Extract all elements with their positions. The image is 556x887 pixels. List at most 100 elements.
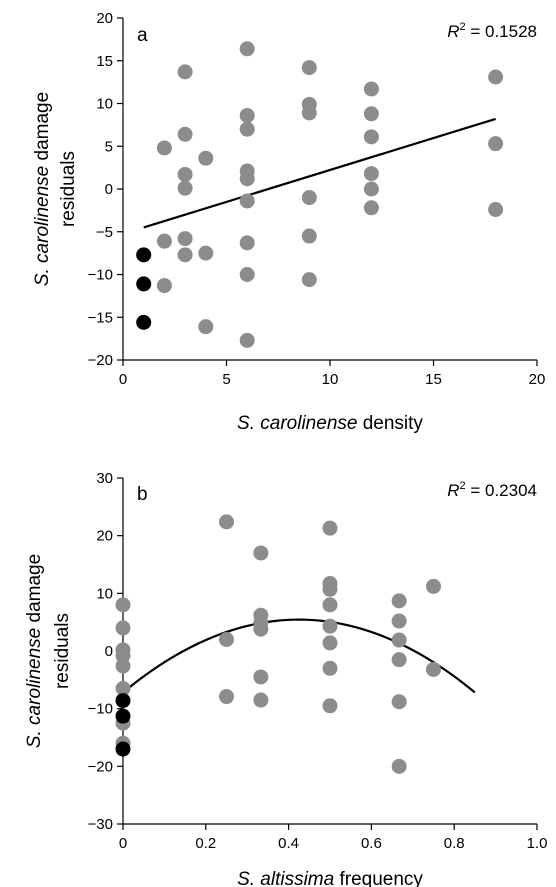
panel-b: −30 −20 −10 0 10 20 30 0 0.2 0.4 0.6 0.8 1.0 S. altis…	[24, 470, 547, 887]
y-axis-label-italic: S. carolinense	[24, 628, 45, 748]
data-point-gray	[115, 658, 131, 674]
data-point-gray	[198, 245, 214, 261]
data-point-gray	[391, 758, 407, 774]
data-point-gray	[363, 81, 379, 97]
data-point-gray	[219, 514, 234, 530]
x-axis-label-italic: S. carolinense	[237, 413, 357, 434]
data-point-gray	[488, 202, 504, 218]
y-tick-label: 20	[96, 10, 113, 27]
x-tick-label: 15	[425, 371, 442, 388]
data-point-gray	[363, 106, 379, 122]
y-tick-label: −15	[88, 309, 113, 326]
data-point-gray	[219, 631, 234, 647]
data-point-gray	[239, 107, 255, 123]
y-tick-label: 0	[105, 643, 113, 660]
data-point-gray	[177, 247, 193, 263]
data-point-gray	[322, 597, 338, 613]
r-squared-annotation: R2 = 0.1528	[447, 21, 537, 41]
data-point-gray	[115, 680, 131, 696]
regression-line	[143, 117, 496, 229]
x-tick-label: 0.8	[444, 835, 465, 852]
x-axis-label-rest: frequency	[334, 869, 423, 887]
data-point-gray	[253, 621, 269, 637]
data-point-gray	[426, 661, 441, 677]
panel-a: −20 −15 −10 −5 0 5 10 15 20 0 5 10 15 20 S. carolinens…	[32, 10, 545, 434]
data-point-gray	[322, 520, 338, 536]
data-point-gray	[253, 669, 269, 685]
x-tick-label: 0.2	[195, 835, 216, 852]
x-tick-label: 0	[119, 835, 127, 852]
y-tick-label: 5	[105, 138, 113, 155]
x-tick-label: 0.4	[278, 835, 299, 852]
data-point-gray	[322, 618, 338, 634]
y-tick-label: −20	[88, 352, 113, 369]
data-point-gray	[322, 581, 338, 597]
data-point-black	[136, 314, 152, 330]
x-axis-label: S. carolinense density	[237, 413, 423, 434]
data-point-gray	[198, 150, 214, 166]
data-point-gray	[219, 689, 234, 705]
data-point-gray	[301, 105, 317, 121]
y-tick-label: 0	[105, 181, 113, 198]
r-squared-symbol: R	[447, 481, 459, 500]
x-tick-label: 10	[322, 371, 339, 388]
y-tick-label: −10	[88, 267, 113, 284]
r-squared-annotation: R2 = 0.2304	[447, 480, 537, 500]
data-point-gray	[253, 692, 269, 708]
data-point-gray	[391, 613, 407, 629]
data-point-gray	[115, 620, 131, 636]
data-point-gray	[239, 193, 255, 209]
data-point-gray	[301, 228, 317, 244]
data-point-black	[115, 693, 131, 709]
data-point-gray	[426, 578, 441, 594]
data-point-gray	[239, 121, 255, 137]
y-tick-label: 10	[96, 585, 113, 602]
x-axis-label-rest: density	[357, 413, 423, 434]
x-tick-label: 1.0	[527, 835, 548, 852]
x-tick-label: 0.6	[361, 835, 382, 852]
x-tick-label: 0	[119, 371, 127, 388]
data-point-gray	[391, 652, 407, 668]
panel-letter: b	[137, 484, 148, 505]
y-axis-label-rest: damage	[24, 554, 45, 628]
data-point-gray	[363, 166, 379, 182]
y-axis-label-italic: S. carolinense	[32, 166, 53, 286]
data-point-black	[115, 741, 131, 757]
data-point-gray	[363, 129, 379, 145]
y-tick-label: 15	[96, 53, 113, 70]
data-point-gray	[115, 597, 131, 613]
r-squared-exponent: 2	[460, 21, 466, 33]
regression-curve	[122, 618, 476, 694]
y-axis-label-rest: damage	[32, 92, 53, 166]
data-point-gray	[391, 632, 407, 648]
data-point-gray	[239, 235, 255, 251]
data-point-gray	[177, 180, 193, 196]
data-point-gray	[301, 272, 317, 288]
data-point-gray	[177, 64, 193, 80]
data-point-gray	[239, 171, 255, 187]
y-tick-label: −20	[88, 758, 113, 775]
data-point-gray	[115, 648, 131, 664]
data-point-gray	[239, 332, 255, 348]
r-squared-value: = 0.2304	[466, 481, 537, 500]
y-tick-label: 10	[96, 96, 113, 113]
data-point-black	[136, 276, 152, 292]
y-tick-label: −10	[88, 701, 113, 718]
y-axis-label-line2: residuals	[52, 613, 73, 689]
y-tick-label: −5	[96, 224, 113, 241]
y-axis-label-line1: S. carolinense damage	[32, 92, 53, 286]
y-axis-label-line1: S. carolinense damage	[24, 554, 45, 748]
data-point-gray	[156, 233, 172, 249]
y-axis-label-line2: residuals	[58, 151, 79, 227]
data-point-gray	[322, 698, 338, 714]
data-point-gray	[488, 69, 504, 85]
x-tick-label: 20	[529, 371, 546, 388]
data-point-gray	[363, 181, 379, 197]
data-point-gray	[488, 136, 504, 152]
x-axis-label-italic: S. altissima	[237, 869, 334, 887]
data-point-gray	[391, 593, 407, 609]
x-axis-label: S. altissima frequency	[237, 869, 423, 887]
r-squared-symbol: R	[447, 22, 459, 41]
x-tick-label: 5	[222, 371, 230, 388]
